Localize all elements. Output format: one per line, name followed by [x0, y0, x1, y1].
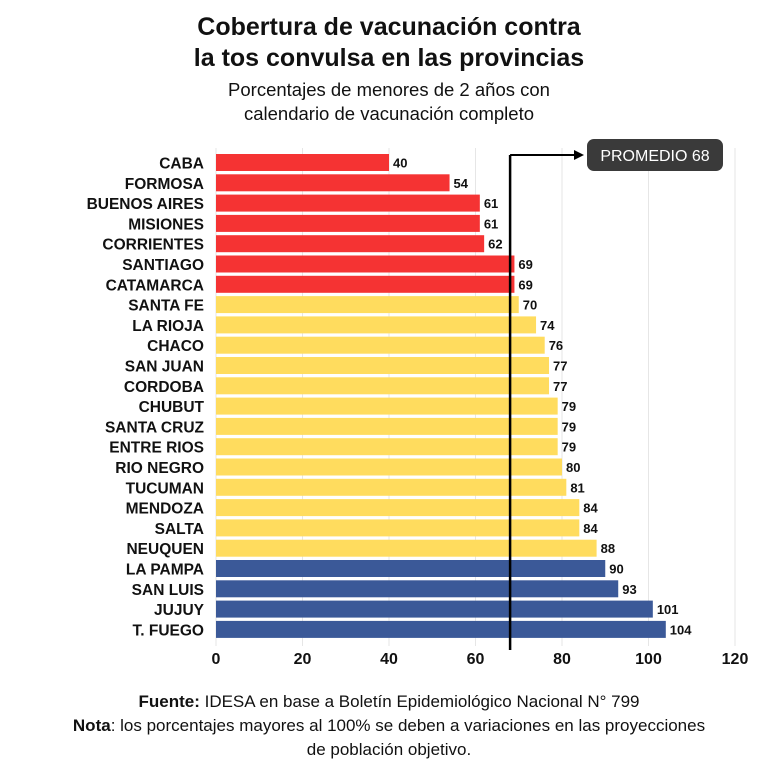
- category-label: CORRIENTES: [102, 237, 204, 254]
- value-label: 88: [601, 541, 615, 556]
- value-label: 70: [523, 298, 537, 313]
- value-label: 80: [566, 460, 580, 475]
- source-text: IDESA en base a Boletín Epidemiológico N…: [199, 692, 640, 711]
- value-label: 77: [553, 359, 567, 374]
- category-label: ENTRE RIOS: [109, 440, 204, 457]
- bar: [216, 519, 580, 537]
- chart-title: Cobertura de vacunación contra la tos co…: [0, 12, 778, 74]
- x-tick-label: 120: [722, 651, 749, 668]
- bar: [216, 174, 450, 192]
- bar: [216, 458, 562, 476]
- average-callout: [587, 139, 723, 171]
- chart-subtitle: Porcentajes de menores de 2 años con cal…: [0, 78, 778, 126]
- category-label: CHUBUT: [139, 399, 205, 416]
- bar: [216, 478, 567, 496]
- value-label: 62: [488, 237, 502, 252]
- category-label: SANTA FE: [128, 298, 204, 315]
- x-tick-label: 40: [380, 651, 398, 668]
- x-tick-label: 100: [635, 651, 662, 668]
- category-label: SANTA CRUZ: [105, 419, 205, 436]
- category-label: CABA: [159, 156, 204, 173]
- value-label: 81: [570, 480, 584, 495]
- value-label: 76: [549, 338, 563, 353]
- bar: [216, 275, 515, 293]
- category-label: T. FUEGO: [133, 622, 204, 639]
- value-label: 101: [657, 602, 679, 617]
- note-text: : los porcentajes mayores al 100% se deb…: [110, 716, 706, 759]
- value-label: 79: [562, 440, 576, 455]
- bar: [216, 580, 619, 598]
- bar: [216, 377, 550, 395]
- category-label: NEUQUEN: [126, 541, 204, 558]
- bar: [216, 336, 545, 354]
- bar: [216, 255, 515, 273]
- subtitle-line-2: calendario de vacunación completo: [243, 103, 535, 124]
- value-label: 74: [540, 318, 555, 333]
- bar: [216, 539, 597, 557]
- value-label: 40: [393, 156, 407, 171]
- category-label: RIO NEGRO: [115, 460, 204, 477]
- bar: [216, 154, 389, 171]
- note-label: Nota: [72, 716, 111, 735]
- bar: [216, 560, 606, 577]
- x-tick-label: 60: [467, 651, 485, 668]
- source-label: Fuente:: [138, 692, 200, 711]
- category-label: CHACO: [147, 338, 204, 355]
- value-label: 84: [583, 521, 598, 536]
- category-label: MISIONES: [128, 216, 204, 233]
- bar: [216, 296, 519, 314]
- category-label: BUENOS AIRES: [87, 196, 204, 213]
- value-label: 84: [583, 501, 598, 516]
- value-label: 104: [670, 622, 692, 637]
- bar: [216, 397, 558, 415]
- average-label: PROMEDIO 68: [600, 148, 709, 165]
- value-label: 69: [518, 257, 532, 272]
- category-label: TUCUMAN: [126, 480, 204, 497]
- value-label: 77: [553, 379, 567, 394]
- bar: [216, 600, 653, 618]
- bar: [216, 235, 485, 253]
- category-label: JUJUY: [154, 602, 205, 619]
- category-label: SALTA: [155, 521, 204, 538]
- x-tick-label: 20: [294, 651, 312, 668]
- bar: [216, 316, 537, 334]
- source-line: Fuente: IDESA en base a Boletín Epidemio…: [0, 690, 778, 714]
- bar: [216, 194, 480, 212]
- bar: [216, 620, 666, 638]
- value-label: 79: [562, 419, 576, 434]
- bar: [216, 417, 558, 435]
- value-label: 69: [518, 277, 532, 292]
- value-label: 93: [622, 582, 636, 597]
- subtitle-line-1: Porcentajes de menores de 2 años con: [228, 79, 550, 100]
- category-label: LA RIOJA: [132, 318, 204, 335]
- category-label: SANTIAGO: [122, 257, 204, 274]
- chart-footer: Fuente: IDESA en base a Boletín Epidemio…: [0, 690, 778, 762]
- title-line-1: Cobertura de vacunación contra: [197, 13, 581, 41]
- x-tick-label: 0: [212, 651, 221, 668]
- bar: [216, 214, 480, 232]
- x-tick-label: 80: [553, 651, 571, 668]
- bar-chart: CABA 40 FORMOSA 54 BUENOS AIRES 61 MISIONES 61 C…: [87, 139, 749, 668]
- title-line-2: la tos convulsa en las provincias: [193, 44, 585, 72]
- category-label: CORDOBA: [124, 379, 204, 396]
- arrow-head-icon: [574, 150, 584, 160]
- value-label: 90: [609, 562, 623, 577]
- bar: [216, 438, 558, 456]
- category-label: LA PAMPA: [126, 562, 204, 579]
- category-label: SAN LUIS: [132, 582, 204, 599]
- category-label: CATAMARCA: [106, 277, 204, 294]
- category-label: SAN JUAN: [125, 359, 204, 376]
- value-label: 61: [484, 216, 498, 231]
- value-label: 54: [454, 176, 469, 191]
- value-label: 61: [484, 196, 498, 211]
- category-label: MENDOZA: [126, 501, 204, 518]
- bar: [216, 499, 580, 517]
- value-label: 79: [562, 399, 576, 414]
- note-line: Nota: los porcentajes mayores al 100% se…: [64, 714, 714, 762]
- bar: [216, 357, 550, 374]
- category-label: FORMOSA: [125, 176, 204, 193]
